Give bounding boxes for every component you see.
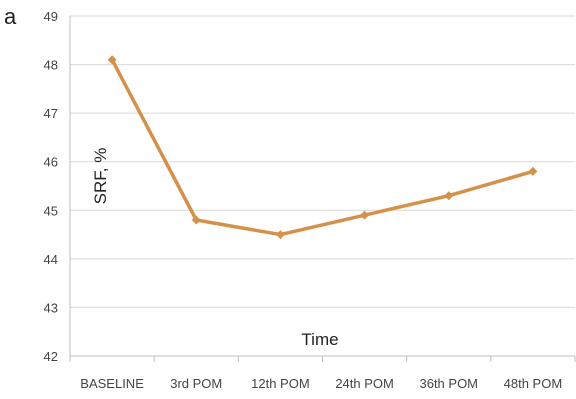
gridlines bbox=[70, 16, 575, 307]
x-tick-label: BASELINE bbox=[80, 376, 144, 391]
data-point-marker bbox=[444, 191, 453, 200]
y-tick-labels: 42 43 44 45 46 47 48 49 bbox=[44, 9, 58, 364]
y-tick-label: 46 bbox=[44, 155, 58, 170]
data-series bbox=[108, 55, 538, 239]
x-axis-title: Time bbox=[301, 330, 338, 349]
x-tick-label: 24th POM bbox=[335, 376, 394, 391]
x-tick-label: 48th POM bbox=[504, 376, 563, 391]
y-tick-label: 48 bbox=[44, 58, 58, 73]
y-tick-label: 44 bbox=[44, 252, 58, 267]
y-tick-label: 45 bbox=[44, 203, 58, 218]
y-tick-label: 42 bbox=[44, 349, 58, 364]
x-tick-label: 3rd POM bbox=[170, 376, 222, 391]
x-tick-labels: BASELINE 3rd POM 12th POM 24th POM 36th POM 4… bbox=[80, 376, 562, 391]
y-tick-label: 43 bbox=[44, 300, 58, 315]
y-tick-label: 47 bbox=[44, 106, 58, 121]
y-tick-label: 49 bbox=[44, 9, 58, 24]
x-tick-label: 12th POM bbox=[251, 376, 310, 391]
axes bbox=[70, 16, 575, 362]
data-point-marker bbox=[528, 167, 537, 176]
data-point-marker bbox=[276, 230, 285, 239]
panel-label: a bbox=[4, 4, 17, 29]
series-line bbox=[112, 60, 533, 235]
x-tick-label: 36th POM bbox=[419, 376, 478, 391]
y-axis-title: SRF, % bbox=[91, 148, 110, 205]
data-point-marker bbox=[360, 211, 369, 220]
